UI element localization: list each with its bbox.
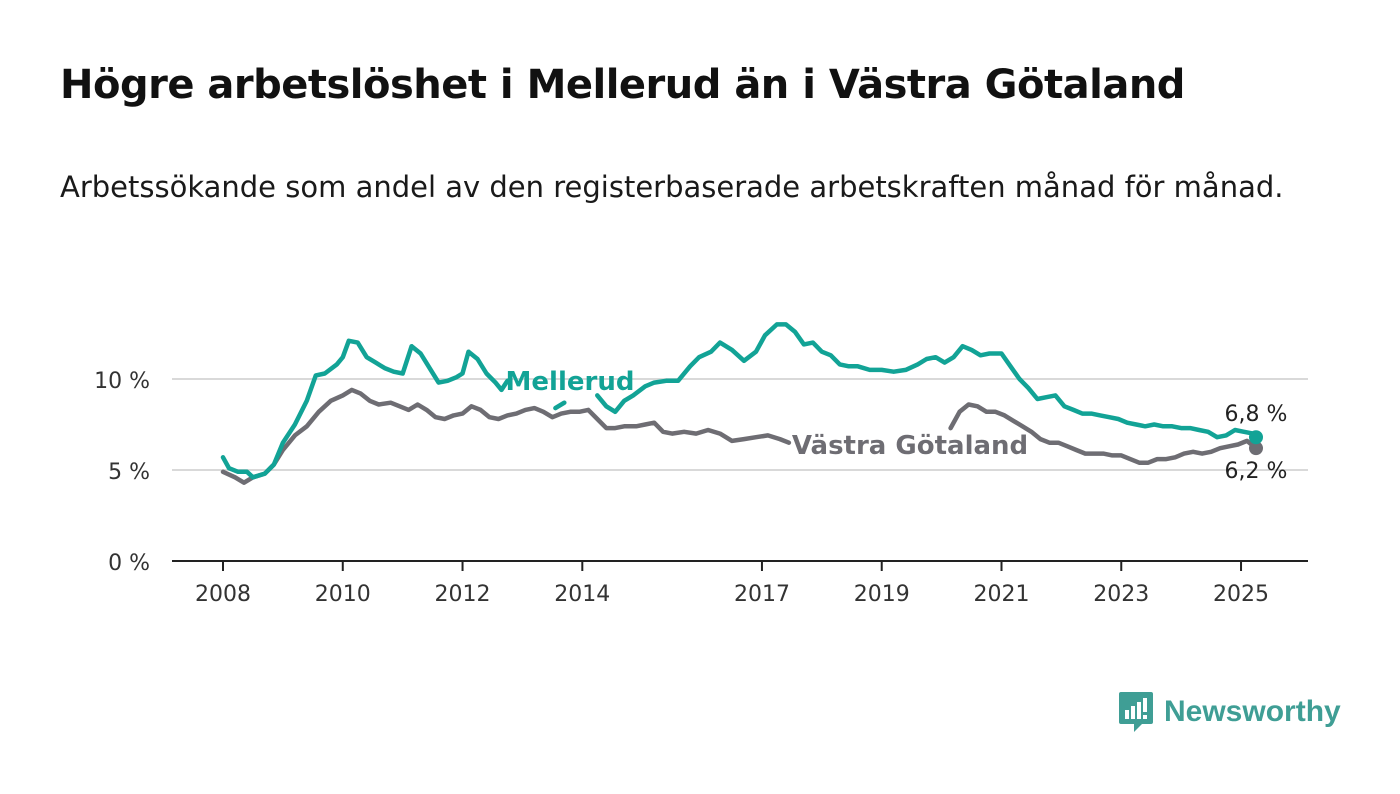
mellerud-series-label: Mellerud <box>506 367 635 397</box>
y-axis-ticks: 0 % 5 % 10 % <box>94 369 150 576</box>
x-tick-label: 2012 <box>435 582 491 607</box>
x-tick-label: 2019 <box>854 582 910 607</box>
chart-title: Högre arbetslöshet i Mellerud än i Västr… <box>60 62 1185 108</box>
vastra-gotaland-line <box>220 387 1259 485</box>
newsworthy-brand: Newsworthy <box>1118 690 1341 734</box>
mellerud-end-value: 6,8 % <box>1225 402 1288 427</box>
series-lines <box>220 322 1263 485</box>
series-labels: Mellerud Västra Götaland 6,8 % 6,2 % <box>506 367 1288 484</box>
x-tick-label: 2017 <box>734 582 790 607</box>
y-tick-label: 10 % <box>94 369 150 394</box>
mellerud-line <box>220 322 1259 480</box>
gridlines <box>172 378 1308 471</box>
vastra-gotaland-series-label: Västra Götaland <box>792 431 1028 461</box>
chart-subtitle: Arbetssökande som andel av den registerb… <box>60 170 1284 204</box>
x-tick-label: 2021 <box>973 582 1029 607</box>
mellerud-end-dot <box>1249 430 1263 445</box>
y-tick-label: 0 % <box>108 551 150 576</box>
x-tick-label: 2008 <box>195 582 251 607</box>
x-tick-label: 2014 <box>554 582 610 607</box>
vastra-gotaland-end-value: 6,2 % <box>1225 459 1288 484</box>
vastra-gotaland-end-dot <box>1249 441 1263 456</box>
x-axis-ticks: 2008 2010 2012 2014 2017 2019 2021 2023 2025 <box>195 561 1269 607</box>
x-tick-label: 2010 <box>315 582 371 607</box>
y-tick-label: 5 % <box>108 460 150 485</box>
x-tick-label: 2025 <box>1213 582 1269 607</box>
newsworthy-logo-icon <box>1119 692 1153 732</box>
brand-name: Newsworthy <box>1164 695 1341 728</box>
x-tick-label: 2023 <box>1093 582 1149 607</box>
